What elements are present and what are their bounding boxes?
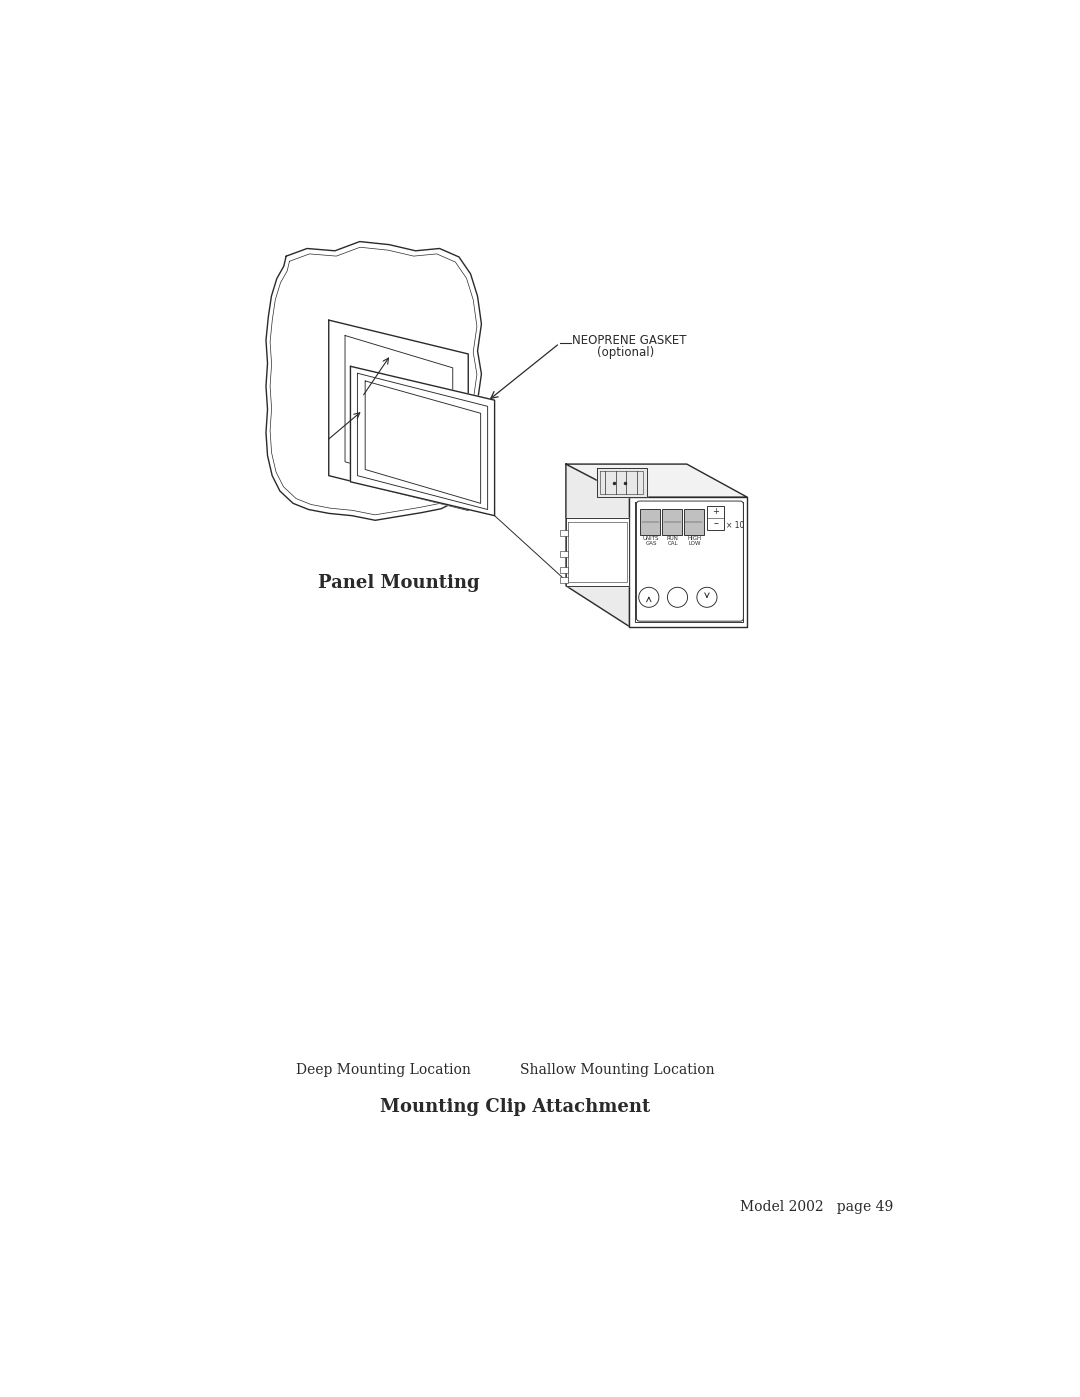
Polygon shape <box>597 468 647 497</box>
Text: UNITS: UNITS <box>643 536 660 541</box>
Text: NEOPRENE GASKET: NEOPRENE GASKET <box>572 334 687 346</box>
Text: Shallow Mounting Location: Shallow Mounting Location <box>519 1063 714 1077</box>
Text: (optional): (optional) <box>597 346 654 359</box>
Text: LOW: LOW <box>688 542 701 546</box>
Text: Panel Mounting: Panel Mounting <box>318 574 480 592</box>
Polygon shape <box>566 464 630 627</box>
Text: GAS: GAS <box>646 542 657 546</box>
Text: × 10: × 10 <box>727 521 745 531</box>
Polygon shape <box>350 366 495 515</box>
Text: Deep Mounting Location: Deep Mounting Location <box>296 1063 471 1077</box>
Polygon shape <box>266 242 482 520</box>
Bar <box>561 567 568 573</box>
Polygon shape <box>328 320 469 510</box>
Bar <box>684 509 704 535</box>
Bar <box>561 529 568 535</box>
Bar <box>561 550 568 557</box>
Text: HIGH: HIGH <box>688 536 702 541</box>
Text: CAL: CAL <box>667 542 678 546</box>
FancyBboxPatch shape <box>636 502 743 622</box>
Polygon shape <box>566 518 630 585</box>
Bar <box>640 509 661 535</box>
Bar <box>662 509 683 535</box>
Text: Mounting Clip Attachment: Mounting Clip Attachment <box>380 1098 650 1116</box>
Bar <box>707 507 724 529</box>
Polygon shape <box>630 497 747 627</box>
Text: –: – <box>713 518 718 528</box>
Text: RUN: RUN <box>667 536 679 541</box>
Bar <box>561 577 568 584</box>
Polygon shape <box>566 464 747 497</box>
Text: +: + <box>712 507 719 517</box>
Text: Model 2002   page 49: Model 2002 page 49 <box>740 1200 893 1214</box>
